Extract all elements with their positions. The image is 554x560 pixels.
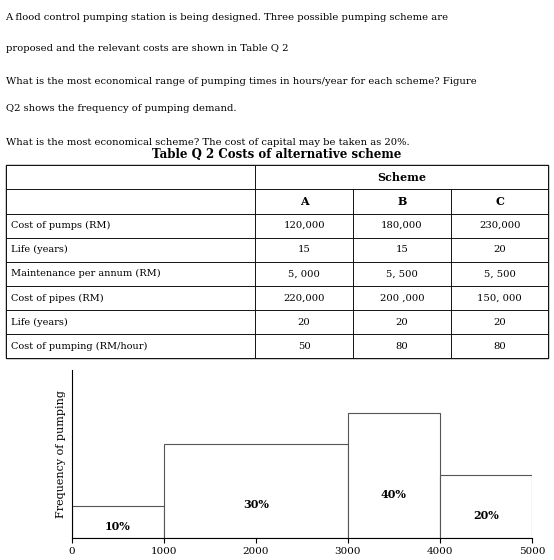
Text: 20: 20 [297, 318, 311, 326]
FancyBboxPatch shape [353, 310, 451, 334]
Text: 230,000: 230,000 [479, 221, 520, 230]
Text: proposed and the relevant costs are shown in Table Q 2: proposed and the relevant costs are show… [6, 44, 288, 53]
FancyBboxPatch shape [255, 213, 353, 237]
FancyBboxPatch shape [255, 310, 353, 334]
Text: 120,000: 120,000 [283, 221, 325, 230]
FancyBboxPatch shape [6, 237, 255, 262]
Text: 20: 20 [493, 318, 506, 326]
FancyBboxPatch shape [255, 334, 353, 358]
FancyBboxPatch shape [451, 189, 548, 213]
FancyBboxPatch shape [353, 286, 451, 310]
Text: 80: 80 [493, 342, 506, 351]
Text: B: B [397, 196, 407, 207]
FancyBboxPatch shape [6, 262, 255, 286]
FancyBboxPatch shape [6, 213, 255, 237]
FancyBboxPatch shape [6, 189, 255, 213]
Text: A flood control pumping station is being designed. Three possible pumping scheme: A flood control pumping station is being… [6, 13, 449, 22]
Bar [440, 475, 532, 538]
Text: 5, 500: 5, 500 [484, 269, 516, 278]
FancyBboxPatch shape [451, 262, 548, 286]
Text: Cost of pumping (RM/hour): Cost of pumping (RM/hour) [11, 342, 147, 351]
Text: Cost of pipes (RM): Cost of pipes (RM) [11, 293, 104, 302]
Text: 20: 20 [396, 318, 408, 326]
Text: Life (years): Life (years) [11, 318, 68, 326]
Text: 5, 500: 5, 500 [386, 269, 418, 278]
FancyBboxPatch shape [255, 165, 548, 189]
FancyBboxPatch shape [255, 286, 353, 310]
Text: 200 ,000: 200 ,000 [379, 293, 424, 302]
FancyBboxPatch shape [451, 213, 548, 237]
Text: 15: 15 [297, 245, 311, 254]
Text: 80: 80 [396, 342, 408, 351]
Text: A: A [300, 196, 309, 207]
Text: 30%: 30% [243, 500, 269, 510]
Text: Cost of pumps (RM): Cost of pumps (RM) [11, 221, 110, 230]
FancyBboxPatch shape [6, 334, 255, 358]
Text: What is the most economical range of pumping times in hours/year for each scheme: What is the most economical range of pum… [6, 77, 476, 86]
Text: 40%: 40% [381, 488, 407, 500]
Text: 220,000: 220,000 [284, 293, 325, 302]
FancyBboxPatch shape [451, 286, 548, 310]
FancyBboxPatch shape [255, 262, 353, 286]
Bar [72, 506, 164, 538]
FancyBboxPatch shape [353, 189, 451, 213]
FancyBboxPatch shape [255, 237, 353, 262]
FancyBboxPatch shape [451, 310, 548, 334]
Text: 20%: 20% [473, 510, 499, 521]
Text: Scheme: Scheme [377, 172, 427, 183]
FancyBboxPatch shape [353, 334, 451, 358]
Y-axis label: Frequency of pumping: Frequency of pumping [57, 390, 66, 517]
FancyBboxPatch shape [255, 189, 353, 213]
Text: 5, 000: 5, 000 [288, 269, 320, 278]
FancyBboxPatch shape [451, 237, 548, 262]
FancyBboxPatch shape [353, 213, 451, 237]
Text: 10%: 10% [105, 521, 131, 532]
Bar [348, 413, 440, 538]
FancyBboxPatch shape [353, 237, 451, 262]
Text: Life (years): Life (years) [11, 245, 68, 254]
Text: Q2 shows the frequency of pumping demand.: Q2 shows the frequency of pumping demand… [6, 104, 236, 113]
Text: Maintenance per annum (RM): Maintenance per annum (RM) [11, 269, 161, 278]
Text: C: C [495, 196, 504, 207]
Text: 150, 000: 150, 000 [477, 293, 522, 302]
Text: 20: 20 [493, 245, 506, 254]
Text: Table Q 2 Costs of alternative scheme: Table Q 2 Costs of alternative scheme [152, 148, 402, 161]
FancyBboxPatch shape [353, 262, 451, 286]
Text: 15: 15 [396, 245, 408, 254]
Text: What is the most economical scheme? The cost of capital may be taken as 20%.: What is the most economical scheme? The … [6, 138, 409, 147]
Text: 180,000: 180,000 [381, 221, 423, 230]
FancyBboxPatch shape [6, 165, 255, 189]
FancyBboxPatch shape [6, 310, 255, 334]
Bar [164, 444, 348, 538]
FancyBboxPatch shape [451, 334, 548, 358]
FancyBboxPatch shape [6, 286, 255, 310]
Text: 50: 50 [297, 342, 311, 351]
